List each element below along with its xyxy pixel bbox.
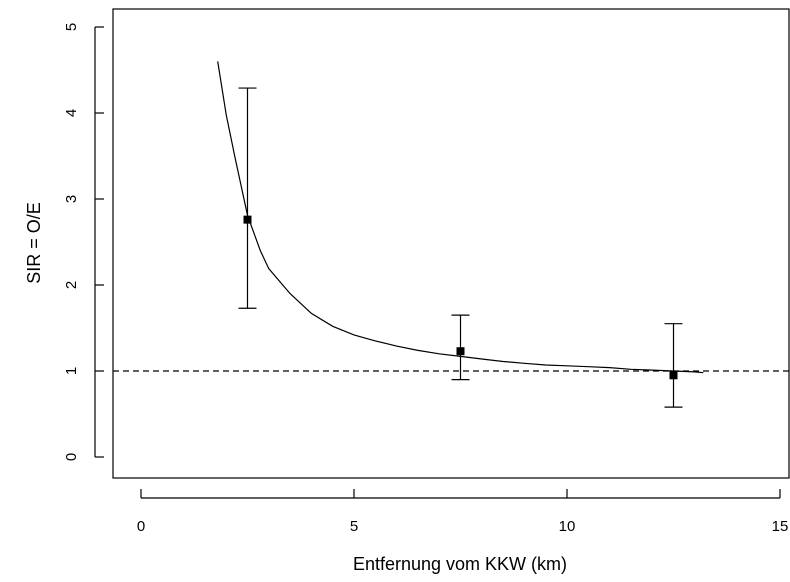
x-axis: 0 5 10 15 bbox=[137, 489, 789, 535]
y-axis: 0 1 2 3 4 5 bbox=[63, 23, 104, 461]
plot-frame bbox=[112, 8, 790, 479]
y-tick-label: 4 bbox=[63, 109, 80, 117]
y-tick-label: 3 bbox=[63, 195, 80, 203]
error-bar bbox=[664, 323, 683, 408]
data-point bbox=[456, 347, 465, 356]
y-tick-label: 0 bbox=[63, 453, 80, 461]
y-tick-label: 5 bbox=[63, 23, 80, 31]
x-tick-label: 10 bbox=[559, 518, 576, 535]
error-bars-layer bbox=[238, 87, 683, 408]
points-layer bbox=[243, 215, 678, 380]
y-tick-label: 2 bbox=[63, 281, 80, 289]
fitted-curve bbox=[217, 61, 704, 374]
y-tick-label: 1 bbox=[63, 367, 80, 375]
x-tick-label: 0 bbox=[137, 518, 145, 535]
x-axis-title: Entfernung vom KKW (km) bbox=[353, 554, 567, 574]
y-axis-title: SIR = O/E bbox=[24, 202, 44, 284]
fitted-curve-layer bbox=[217, 61, 704, 374]
error-bar bbox=[238, 87, 257, 309]
data-point bbox=[669, 371, 678, 380]
x-tick-label: 5 bbox=[350, 518, 358, 535]
data-point bbox=[243, 215, 252, 224]
x-tick-label: 15 bbox=[772, 518, 789, 535]
